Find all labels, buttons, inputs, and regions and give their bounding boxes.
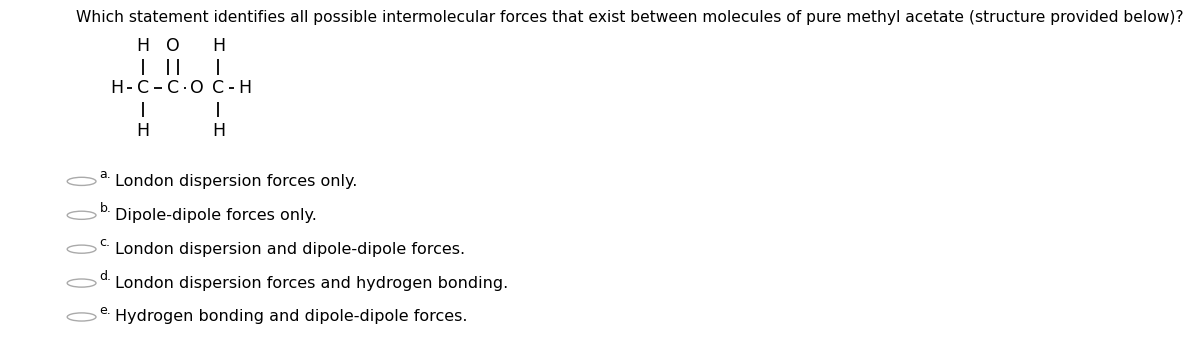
- Text: H: H: [137, 37, 149, 55]
- Text: e.: e.: [100, 304, 112, 317]
- Text: H: H: [110, 79, 122, 97]
- Text: Which statement identifies all possible intermolecular forces that exist between: Which statement identifies all possible …: [76, 10, 1183, 25]
- Text: London dispersion forces and hydrogen bonding.: London dispersion forces and hydrogen bo…: [115, 276, 509, 291]
- Text: C: C: [212, 79, 224, 97]
- Text: c.: c.: [100, 236, 110, 249]
- Text: H: H: [212, 121, 224, 140]
- Text: H: H: [137, 121, 149, 140]
- Text: H: H: [239, 79, 251, 97]
- Text: Dipole-dipole forces only.: Dipole-dipole forces only.: [115, 208, 317, 223]
- Text: C: C: [167, 79, 179, 97]
- Text: H: H: [212, 37, 224, 55]
- Text: O: O: [190, 79, 204, 97]
- Text: d.: d.: [100, 270, 112, 283]
- Text: London dispersion and dipole-dipole forces.: London dispersion and dipole-dipole forc…: [115, 242, 466, 257]
- Text: a.: a.: [100, 168, 112, 181]
- Text: London dispersion forces only.: London dispersion forces only.: [115, 174, 358, 189]
- Text: b.: b.: [100, 202, 112, 215]
- Text: C: C: [137, 79, 149, 97]
- Text: Hydrogen bonding and dipole-dipole forces.: Hydrogen bonding and dipole-dipole force…: [115, 310, 468, 324]
- Text: O: O: [166, 37, 180, 55]
